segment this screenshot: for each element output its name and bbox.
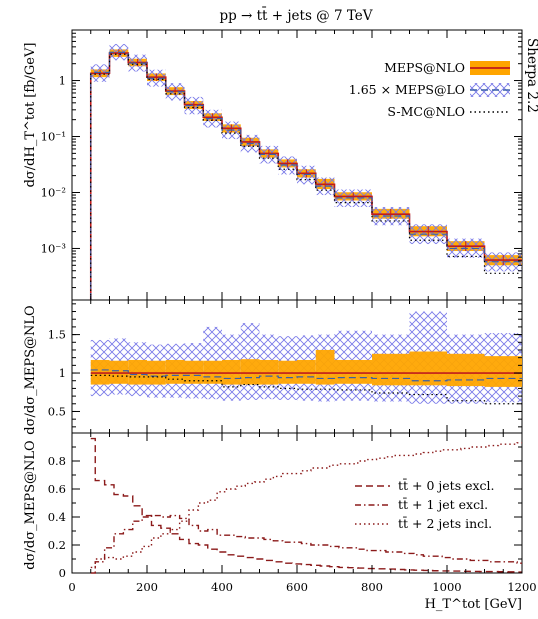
ratio-band-0-bin [334, 359, 372, 384]
fraction-series-line-0 [90, 437, 522, 573]
x-tick-label: 200 [136, 580, 158, 594]
ratio-band-0-bin [240, 359, 260, 385]
chart-title: pp → tt̄ + jets @ 7 TeV [219, 7, 372, 24]
x-axis-label: H_T^tot [GeV] [425, 597, 522, 612]
main-y-tick-label: 1 [59, 74, 66, 88]
main-series-line-1 [90, 51, 522, 300]
ratio-band-0-bin [484, 356, 522, 387]
ratio-series-line-2 [90, 374, 522, 405]
fractions-panel: 0 0.2 0.4 0.6 0.8 0 200 400 600 800 1000 1200 [48, 433, 537, 594]
ratio-y-axis-label: dσ/dσ_MEPS@NLO [23, 305, 38, 434]
ratio-series-line-1 [90, 369, 522, 382]
ratio-y-tick-label: 0.5 [48, 404, 66, 418]
x-tick-label: 0 [68, 580, 75, 594]
ratio-y-tick-label: 1.5 [48, 328, 66, 342]
ratio-band-0-bin [315, 349, 335, 385]
legend-label-0: MEPS@NLO [384, 60, 465, 75]
side-label: Sherpa 2.2 [524, 38, 538, 113]
main-y-tick-label: 10⁻³ [41, 241, 67, 255]
ratio-panel: 0.5 1 1.5 [48, 300, 523, 433]
legend2-label-1: tt̄ + 1 jet excl. [398, 496, 488, 512]
frac-y-tick-label: 0 [59, 566, 66, 580]
main-panel: 1 10⁻¹ 10⁻² 10⁻³ [41, 30, 523, 300]
ratio-band-0-bin [409, 351, 447, 386]
x-tick-label: 1000 [432, 580, 461, 594]
frac-y-tick-label: 0.4 [48, 510, 66, 524]
main-y-axis-label: dσ/dH_T^tot [fb/GeV] [23, 43, 38, 188]
frac-y-tick-label: 0.8 [48, 454, 66, 468]
legend2-label-0: tt̄ + 0 jets excl. [398, 477, 495, 493]
fraction-series-line-1 [90, 514, 522, 574]
legend-label-1: 1.65 × MEPS@LO [349, 82, 465, 97]
legend-hatch-swatch [470, 83, 510, 97]
legend2-label-2: tt̄ + 2 jets incl. [398, 515, 492, 531]
ratio-y-tick-label: 1 [59, 366, 66, 380]
frac-y-tick-label: 0.2 [48, 538, 66, 552]
frac-y-tick-label: 0.6 [48, 482, 66, 496]
fractions-y-axis-label: dσ/dσ_MEPS@NLO [23, 440, 38, 569]
x-tick-label: 400 [211, 580, 233, 594]
x-tick-label: 1200 [507, 580, 536, 594]
ratio-band-0-bin [372, 353, 410, 386]
ratio-band-0-bin [165, 359, 185, 384]
x-tick-label: 800 [361, 580, 383, 594]
fractions-legend: tt̄ + 0 jets excl. tt̄ + 1 jet excl. tt̄ +… [355, 477, 495, 531]
fraction-series-line-2 [90, 442, 522, 569]
ratio-band-0-bin [297, 359, 316, 384]
main-y-tick-label: 10⁻² [41, 185, 66, 199]
main-y-tick-label: 10⁻¹ [41, 130, 66, 144]
main-legend: MEPS@NLO 1.65 × MEPS@LO S-MC@NLO [349, 60, 510, 119]
legend-label-2: S-MC@NLO [387, 104, 465, 119]
ratio-band-0-bin [447, 353, 485, 387]
x-tick-label: 600 [286, 580, 308, 594]
